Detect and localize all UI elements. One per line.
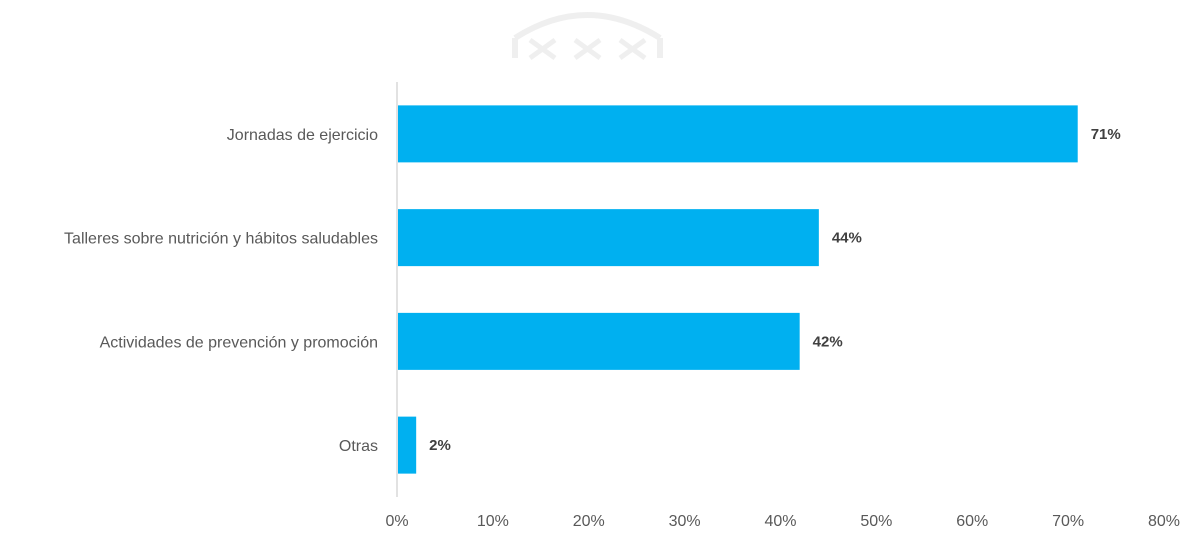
x-tick-label: 40% xyxy=(764,513,796,530)
category-label: Talleres sobre nutrición y hábitos salud… xyxy=(64,231,378,248)
x-tick-label: 60% xyxy=(956,513,988,530)
category-label: Otras xyxy=(339,438,378,455)
data-label: 71% xyxy=(1091,126,1121,143)
bar-otras xyxy=(398,416,417,474)
x-tick-label: 80% xyxy=(1148,513,1180,530)
category-label: Jornadas de ejercicio xyxy=(227,127,378,144)
x-tick-label: 0% xyxy=(385,513,408,530)
bar-talleres-sobre-nutricion-y-habitos-saludables xyxy=(398,209,819,267)
bar-jornadas-de-ejercicio xyxy=(398,105,1078,163)
category-label: Actividades de prevención y promoción xyxy=(100,334,378,351)
x-tick-label: 50% xyxy=(860,513,892,530)
watermark-logo xyxy=(512,12,663,61)
data-labels: 71% 44% 42% 2% xyxy=(429,126,1121,454)
bar-actividades-de-prevencion-y-promocion xyxy=(398,312,800,370)
category-labels: Jornadas de ejercicio Talleres sobre nutr… xyxy=(64,127,378,455)
data-label: 44% xyxy=(832,230,862,247)
x-tick-label: 20% xyxy=(573,513,605,530)
data-label: 2% xyxy=(429,437,451,454)
bars-layer xyxy=(398,105,1078,474)
data-label: 42% xyxy=(813,333,843,350)
x-tick-label: 70% xyxy=(1052,513,1084,530)
x-tick-label: 30% xyxy=(669,513,701,530)
x-tick-label: 10% xyxy=(477,513,509,530)
x-axis: 0% 10% 20% 30% 40% 50% 60% 70% 80% xyxy=(385,82,1180,530)
